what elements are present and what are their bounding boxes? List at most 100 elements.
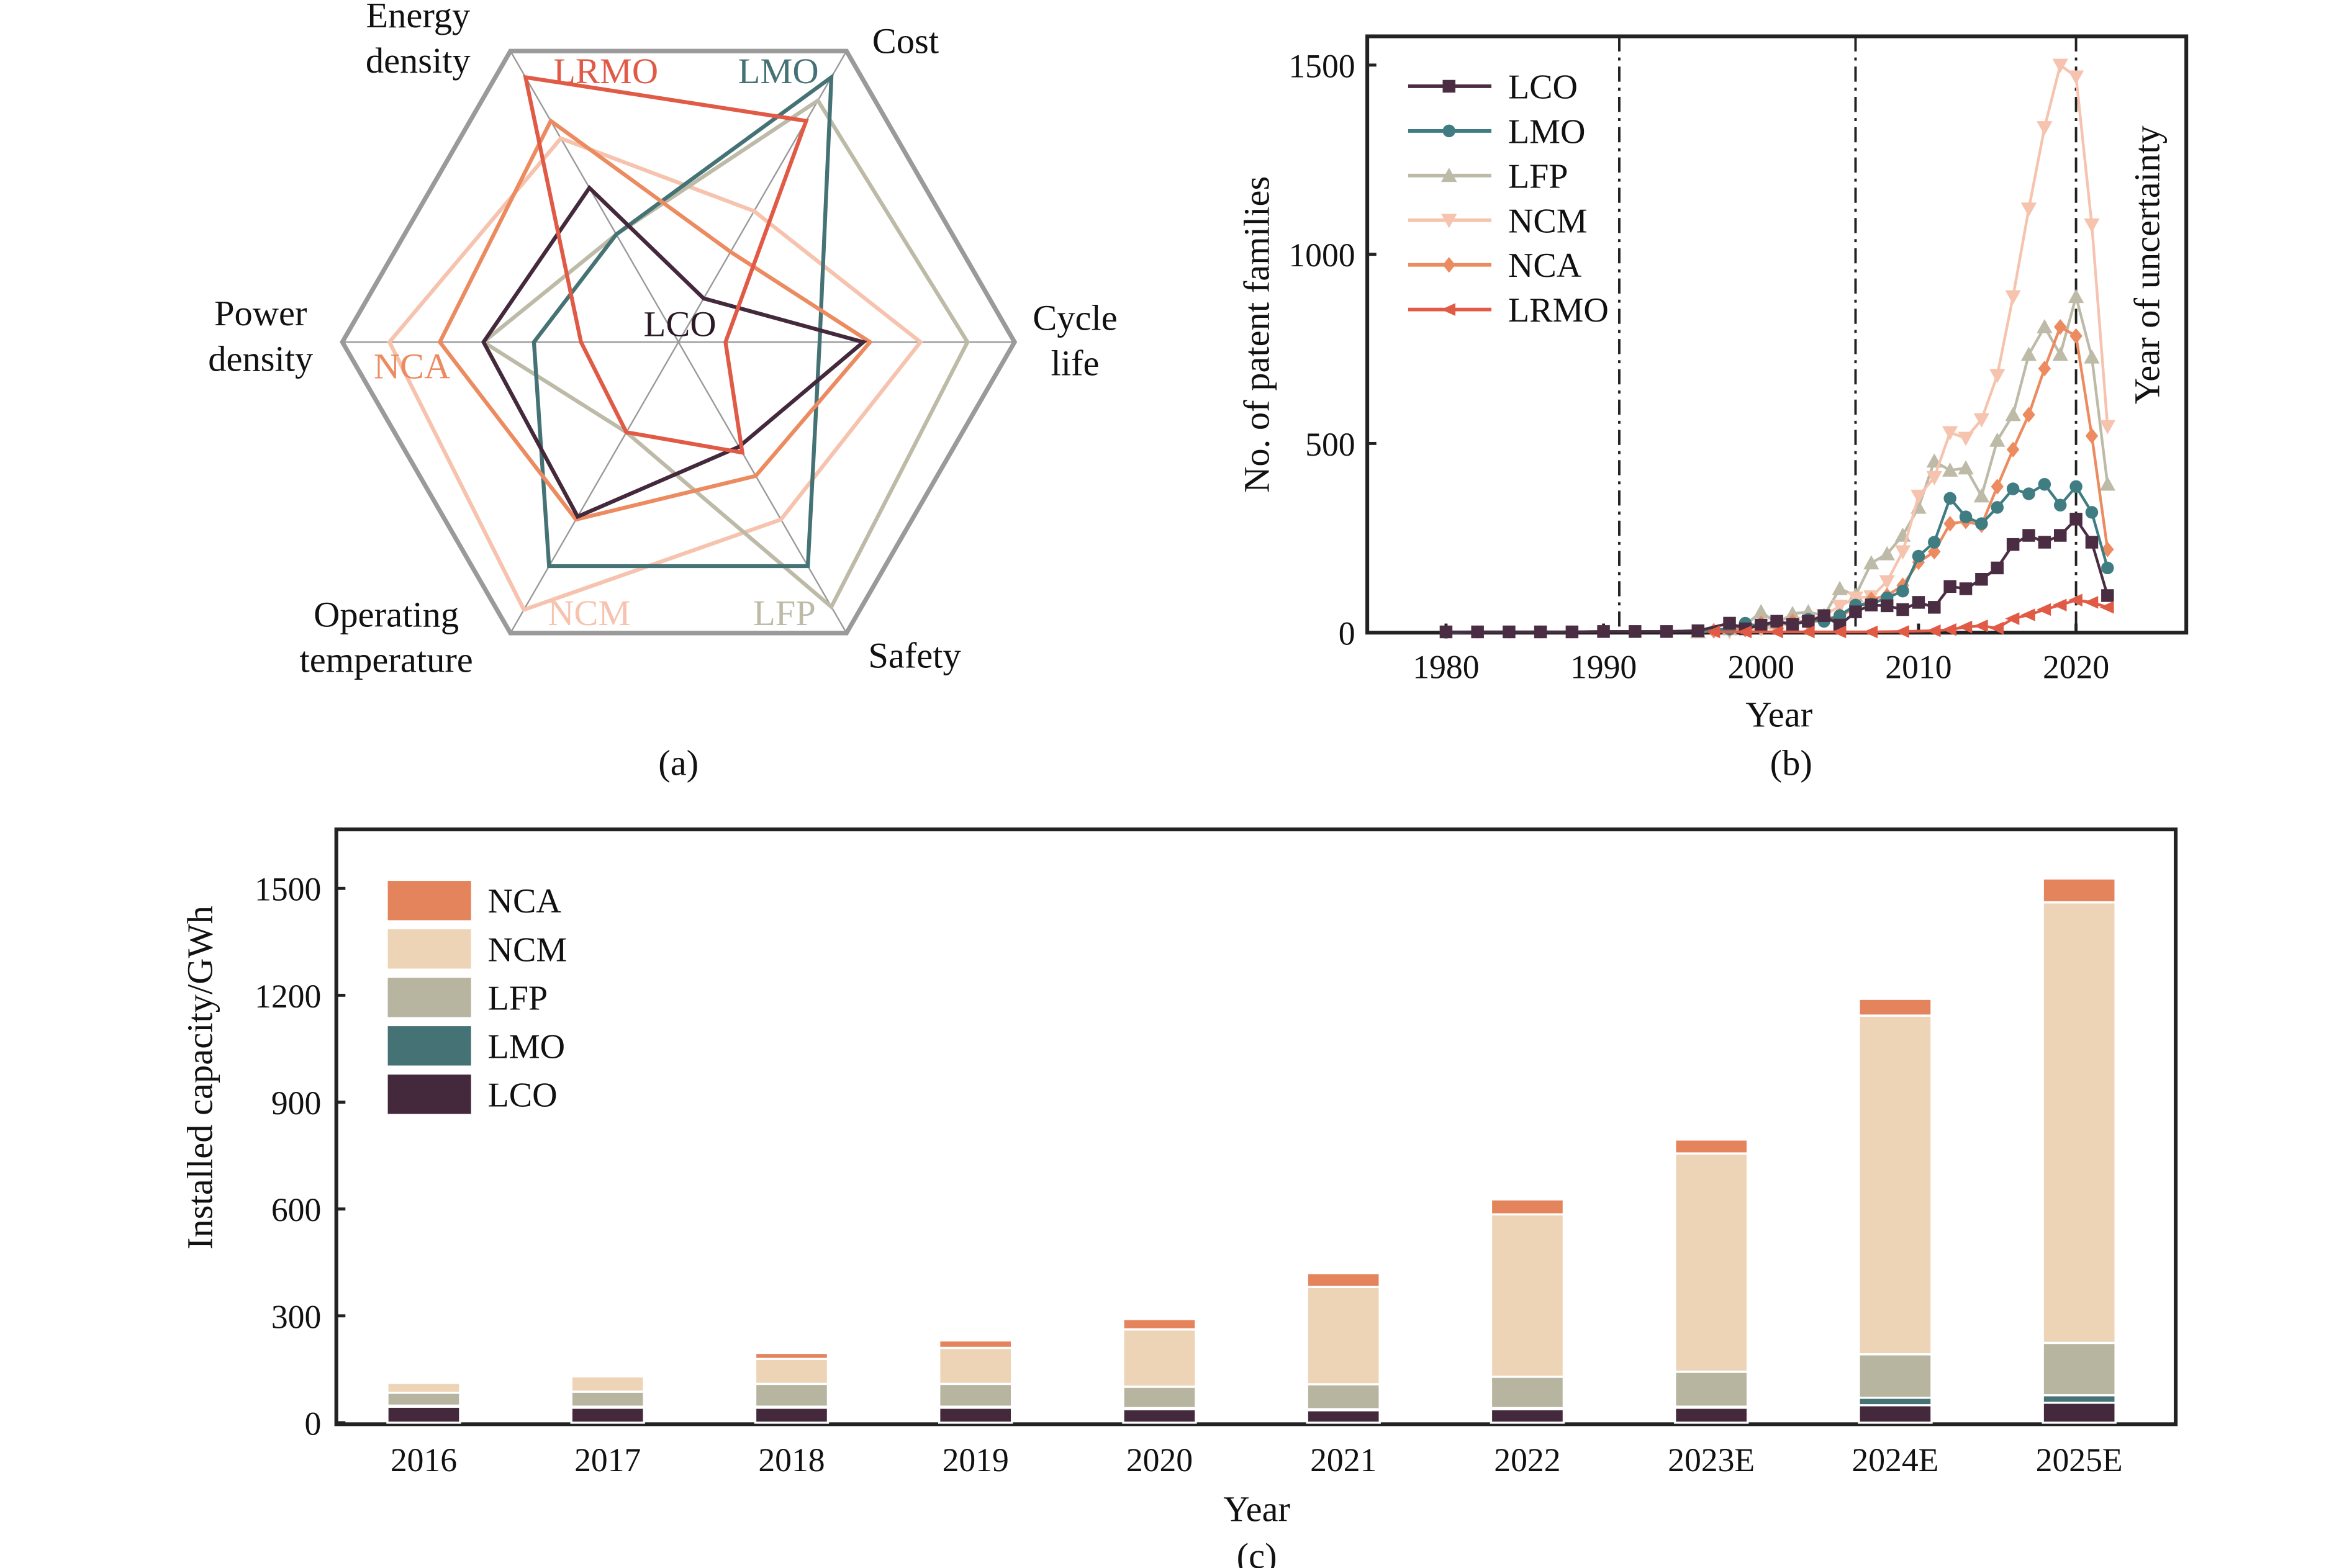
radar-axis-label-line: Cost xyxy=(872,20,939,61)
radar-axis-label: Cycle life xyxy=(1033,298,1117,384)
legend-label-c: NCM xyxy=(487,930,567,969)
marker-square-lco xyxy=(1660,625,1673,638)
marker-triangle-lfp xyxy=(1441,168,1457,182)
marker-diamond-nca xyxy=(2022,407,2035,423)
marker-square-lco xyxy=(1817,609,1830,622)
marker-triangle-ncm xyxy=(1441,214,1457,228)
legend-item-c-lco: LCO xyxy=(387,1075,558,1114)
marker-square-lco xyxy=(2006,538,2020,551)
marker-circle-lmo xyxy=(2038,477,2051,491)
radar-axis-label-line: Energy xyxy=(366,0,471,35)
legend-label-b: LCO xyxy=(1508,68,1578,106)
series-line-lco xyxy=(1445,516,2109,634)
marker-square-lco xyxy=(1629,625,1642,638)
legend-item-c-lfp: LFP xyxy=(387,978,548,1017)
x-tick-label-b: 2010 xyxy=(1885,648,1951,685)
marker-square-lco xyxy=(2022,529,2035,542)
line-series-group xyxy=(1439,58,2116,640)
bar-segment-lmo xyxy=(2042,1394,2117,1404)
marker-square-lco xyxy=(2053,529,2067,542)
marker-square-lco xyxy=(1471,625,1484,639)
marker-circle-lmo xyxy=(1928,536,1941,549)
radar-series-group xyxy=(387,73,970,613)
radar-axis-label-line: Cycle xyxy=(1033,298,1117,338)
marker-triangle-left-lrmo xyxy=(1706,625,1721,639)
marker-circle-lmo xyxy=(2101,561,2114,575)
radar-axis-label: Operating temperature xyxy=(299,594,473,680)
radar-series-labels: LRMO LMO LFP NCM NCA LCO xyxy=(374,51,819,633)
x-tick-label-c: 2016 xyxy=(391,1441,457,1479)
legend-item-b-lmo: LMO xyxy=(1408,112,1585,151)
bar-segment-lco xyxy=(938,1407,1013,1424)
marker-diamond-nca xyxy=(1991,479,2004,495)
radar-series-lrmo xyxy=(523,74,809,456)
marker-square-lco xyxy=(1597,625,1610,638)
bar-segment-lco xyxy=(1122,1408,1197,1424)
marker-triangle-left-lrmo xyxy=(1958,620,1973,634)
marker-diamond-nca xyxy=(2085,428,2099,444)
marker-square-lco xyxy=(1503,625,1516,639)
bar-segment-ncm xyxy=(570,1375,645,1393)
marker-triangle-left-lrmo xyxy=(2020,608,2035,621)
radar-axis-label-line: life xyxy=(1051,343,1100,384)
marker-triangle-ncm xyxy=(1989,369,2006,384)
marker-triangle-ncm xyxy=(1926,471,1942,485)
bar-segment-lfp xyxy=(1858,1353,1933,1399)
bar-segment-nca xyxy=(570,1374,645,1378)
marker-triangle-left-lrmo xyxy=(2037,603,2051,616)
marker-square-lco xyxy=(1991,561,2004,575)
legend-swatch xyxy=(387,978,471,1017)
legend-label-b: NCA xyxy=(1508,246,1582,285)
radar-series-lco xyxy=(481,184,868,520)
radar-series-nca xyxy=(437,118,873,522)
radar-spoke xyxy=(677,341,848,634)
legend-item-b-ncm: NCM xyxy=(1408,202,1588,240)
series-line-lmo xyxy=(1445,482,2109,634)
marker-triangle-lfp xyxy=(2020,346,2037,361)
marker-triangle-left-lrmo xyxy=(2099,601,2114,614)
bar-segment-lfp xyxy=(1122,1386,1197,1410)
bar-segment-nca xyxy=(754,1351,830,1360)
marker-triangle-ncm xyxy=(2037,121,2053,136)
marker-square-lco xyxy=(1959,582,1973,595)
marker-triangle-left-lrmo xyxy=(1894,625,1909,638)
marker-triangle-lfp xyxy=(1784,606,1801,620)
marker-square-lco xyxy=(1912,596,1925,609)
bar-group xyxy=(386,877,2117,1424)
radar-axis-label: Safety xyxy=(868,635,961,675)
radar-spoke xyxy=(510,341,679,634)
bar-segment-lco xyxy=(754,1407,830,1424)
marker-circle-lmo xyxy=(1442,124,1455,138)
line-series-lrmo xyxy=(1706,593,2114,639)
marker-triangle-ncm xyxy=(2099,420,2116,435)
legend-label-c: LFP xyxy=(487,979,548,1017)
marker-circle-lmo xyxy=(2069,480,2082,493)
y-tick-label-b: 1000 xyxy=(1288,237,1355,274)
bar-segment-nca xyxy=(1858,998,1933,1017)
bar-segment-lfp xyxy=(386,1392,461,1407)
radar-series-label-lfp: LFP xyxy=(753,593,816,633)
x-axis-label-c: Year xyxy=(1223,1489,1290,1529)
marker-square-lco xyxy=(1691,624,1705,638)
marker-triangle-lfp xyxy=(1989,432,2006,447)
radar-axis-label-line: density xyxy=(208,338,314,379)
marker-circle-lmo xyxy=(1943,492,1956,505)
x-tick-label-c: 2019 xyxy=(943,1441,1009,1479)
radar-axis-label-line: Power xyxy=(214,293,307,333)
marker-square-lco xyxy=(2085,536,2099,549)
y-tick-label-c: 1500 xyxy=(255,871,321,908)
panel-label-b: (b) xyxy=(1770,742,1812,783)
marker-circle-lmo xyxy=(2006,482,2020,495)
plot-frame-b xyxy=(1365,34,2189,635)
y-tick-label-c: 0 xyxy=(304,1405,321,1442)
legend-label-c: NCA xyxy=(487,882,561,921)
radar-axis-label-line: Safety xyxy=(868,635,961,675)
x-axis-label-b: Year xyxy=(1745,694,1812,734)
bar-segment-lfp xyxy=(2042,1341,2117,1397)
bar-stack-2016 xyxy=(386,1381,461,1424)
marker-triangle-left-lrmo xyxy=(2068,593,2082,606)
marker-triangle-lfp xyxy=(1973,488,1990,503)
marker-triangle-lfp xyxy=(1942,462,1958,477)
bar-segment-lfp xyxy=(754,1382,830,1408)
marker-triangle-lfp xyxy=(2068,289,2084,304)
